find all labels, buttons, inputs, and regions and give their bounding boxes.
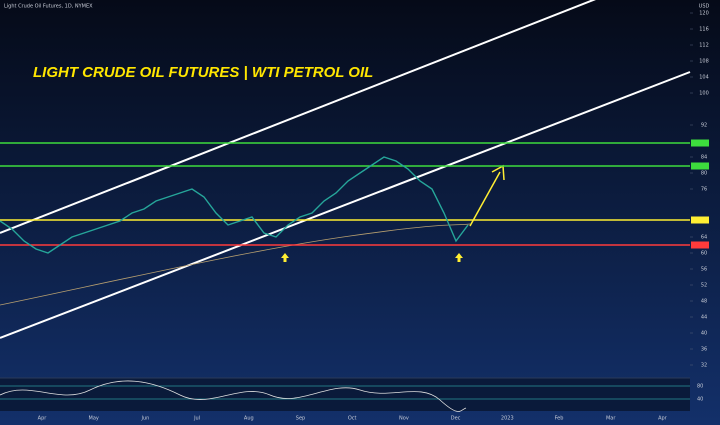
oscillator-line bbox=[0, 380, 467, 412]
x-tick-label: Nov bbox=[399, 416, 409, 422]
oscillator-tick-label: 40 bbox=[697, 397, 703, 403]
y-tick-label: 44 bbox=[701, 315, 707, 321]
y-tick-label: 100 bbox=[699, 91, 709, 97]
level-badge bbox=[691, 216, 709, 224]
y-tick-label: 112 bbox=[699, 43, 709, 49]
y-tick-label: 108 bbox=[699, 59, 709, 65]
moving-average bbox=[0, 223, 471, 306]
x-tick-label: May bbox=[89, 416, 99, 422]
x-tick-label: Apr bbox=[38, 416, 48, 422]
x-tick-label: Dec bbox=[451, 416, 461, 422]
x-tick-label: Aug bbox=[244, 416, 254, 422]
x-tick-label: 2023 bbox=[501, 416, 514, 422]
channel-line bbox=[0, 0, 596, 234]
level-badge bbox=[691, 162, 709, 170]
x-tick-label: Oct bbox=[348, 416, 357, 422]
y-tick-label: 92 bbox=[701, 123, 707, 129]
y-tick-label: 56 bbox=[701, 267, 707, 273]
x-tick-label: Jun bbox=[140, 416, 149, 422]
y-tick-label: 60 bbox=[701, 251, 707, 257]
y-tick-label: 80 bbox=[701, 171, 707, 177]
price-line bbox=[0, 156, 469, 254]
oscillator-pane bbox=[0, 378, 690, 411]
y-tick-label: 64 bbox=[701, 235, 707, 241]
marker-arrow bbox=[281, 253, 289, 262]
currency: USD bbox=[699, 4, 710, 10]
y-tick-label: 32 bbox=[701, 363, 707, 369]
x-tick-label: Apr bbox=[658, 416, 668, 422]
channel-line bbox=[0, 71, 691, 339]
chart-header: Light Crude Oil Futures, 1D, NYMEX bbox=[4, 4, 93, 10]
level-badge bbox=[691, 241, 709, 249]
y-tick-label: 120 bbox=[699, 11, 709, 17]
level-badge bbox=[691, 139, 709, 147]
y-tick-label: 52 bbox=[701, 283, 707, 289]
y-tick-label: 40 bbox=[701, 331, 707, 337]
oscillator-tick-label: 80 bbox=[697, 384, 703, 390]
x-tick-label: Mar bbox=[606, 416, 616, 422]
x-tick-label: Jul bbox=[193, 416, 200, 422]
chart-title: LIGHT CRUDE OIL FUTURES | WTI PETROL OIL bbox=[33, 64, 373, 81]
y-tick-label: 48 bbox=[701, 299, 707, 305]
marker-arrow bbox=[455, 253, 463, 262]
y-tick-label: 76 bbox=[701, 187, 707, 193]
y-tick-label: 36 bbox=[701, 347, 707, 353]
y-tick-label: 104 bbox=[699, 75, 709, 81]
x-tick-label: Sep bbox=[296, 416, 305, 422]
x-tick-label: Feb bbox=[555, 416, 564, 422]
y-tick-label: 84 bbox=[701, 155, 707, 161]
arrow bbox=[469, 171, 501, 227]
y-tick-label: 116 bbox=[699, 27, 709, 33]
